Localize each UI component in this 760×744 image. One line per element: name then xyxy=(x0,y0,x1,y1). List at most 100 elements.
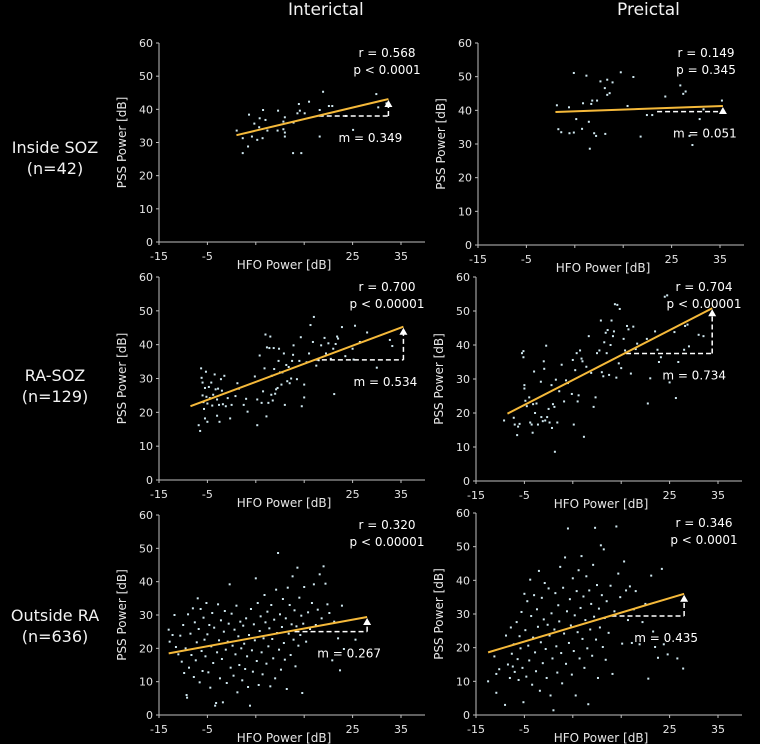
data-point xyxy=(248,634,251,636)
data-point xyxy=(588,589,591,592)
data-point xyxy=(263,594,266,596)
x-tick-label: 25 xyxy=(663,723,677,736)
data-point xyxy=(276,386,279,389)
data-point xyxy=(565,379,568,382)
data-point xyxy=(300,152,303,155)
data-point xyxy=(518,422,521,425)
data-point xyxy=(542,360,545,363)
data-point xyxy=(628,585,631,588)
data-point xyxy=(656,348,659,351)
data-point xyxy=(555,104,558,107)
data-point xyxy=(279,613,281,616)
data-point xyxy=(557,604,560,607)
data-point xyxy=(523,384,526,387)
data-point xyxy=(375,93,378,96)
data-point xyxy=(375,366,378,369)
data-point xyxy=(198,681,201,684)
data-point xyxy=(593,615,596,618)
data-point xyxy=(581,360,584,363)
row-label-ra-soz: RA-SOZ (n=129) xyxy=(0,365,110,407)
data-point xyxy=(262,390,265,393)
data-point xyxy=(192,676,195,678)
data-point xyxy=(626,104,629,107)
data-point xyxy=(654,645,657,648)
data-point xyxy=(320,344,323,347)
data-point xyxy=(594,396,597,399)
x-tick-label: -15 xyxy=(469,253,487,266)
data-point xyxy=(649,377,652,380)
data-point xyxy=(290,377,293,380)
data-point xyxy=(277,359,280,362)
data-point xyxy=(262,637,265,640)
data-point xyxy=(230,612,233,615)
data-point xyxy=(512,416,515,419)
y-tick-label: 0 xyxy=(463,475,470,488)
data-point xyxy=(534,412,537,414)
y-axis-title: PSS Power [dB] xyxy=(115,569,129,661)
data-point xyxy=(579,606,582,609)
data-point xyxy=(531,683,534,686)
y-tick-label: 50 xyxy=(139,305,153,318)
data-point xyxy=(515,621,518,624)
data-point xyxy=(297,103,300,106)
data-point xyxy=(508,676,511,679)
data-point xyxy=(177,653,180,656)
p-value-label: p = 0.345 xyxy=(676,63,736,77)
data-point xyxy=(336,335,339,338)
data-point xyxy=(547,407,550,410)
data-point xyxy=(209,686,212,689)
data-point xyxy=(295,625,298,628)
data-point xyxy=(581,127,584,130)
data-point xyxy=(247,686,250,688)
data-point xyxy=(167,628,170,631)
data-point xyxy=(283,658,286,661)
data-point xyxy=(551,657,554,660)
data-point xyxy=(231,644,234,647)
data-point xyxy=(603,87,606,90)
data-point xyxy=(563,400,566,403)
data-point xyxy=(197,628,200,630)
data-point xyxy=(199,429,202,432)
data-point xyxy=(219,619,222,622)
data-point xyxy=(391,345,394,348)
data-point xyxy=(206,420,209,423)
x-axis-title: HFO Power [dB] xyxy=(237,731,332,744)
data-point xyxy=(214,704,217,707)
y-tick-label: 20 xyxy=(458,172,472,185)
data-point xyxy=(535,670,538,673)
data-point xyxy=(493,655,496,658)
slope-arrow-icon xyxy=(708,309,717,317)
y-tick-label: 40 xyxy=(458,104,472,117)
data-point xyxy=(553,628,556,631)
x-tick-label: 35 xyxy=(713,253,727,266)
data-point xyxy=(609,584,612,587)
data-point xyxy=(189,632,192,635)
x-tick-label: 35 xyxy=(394,488,408,501)
data-point xyxy=(312,583,315,586)
data-point xyxy=(258,354,261,357)
data-point xyxy=(279,668,282,671)
data-point xyxy=(567,106,570,109)
data-point xyxy=(292,344,295,347)
data-point xyxy=(180,660,183,663)
y-tick-label: 40 xyxy=(139,103,153,116)
data-point xyxy=(201,381,204,384)
data-point xyxy=(536,423,539,426)
row-label-name: Outside RA xyxy=(10,606,100,625)
data-point xyxy=(286,586,289,589)
y-tick-label: 40 xyxy=(139,339,153,352)
data-point xyxy=(622,337,625,340)
data-point xyxy=(205,395,208,398)
data-point xyxy=(248,704,251,707)
data-point xyxy=(592,405,595,408)
data-point xyxy=(211,612,214,614)
data-point xyxy=(288,604,291,606)
data-point xyxy=(229,417,232,420)
data-point xyxy=(322,565,325,568)
data-point xyxy=(623,560,626,563)
data-point xyxy=(541,662,544,665)
data-point xyxy=(171,634,174,636)
x-axis-title: HFO Power [dB] xyxy=(237,496,332,510)
data-point xyxy=(506,663,509,666)
data-point xyxy=(626,324,629,327)
